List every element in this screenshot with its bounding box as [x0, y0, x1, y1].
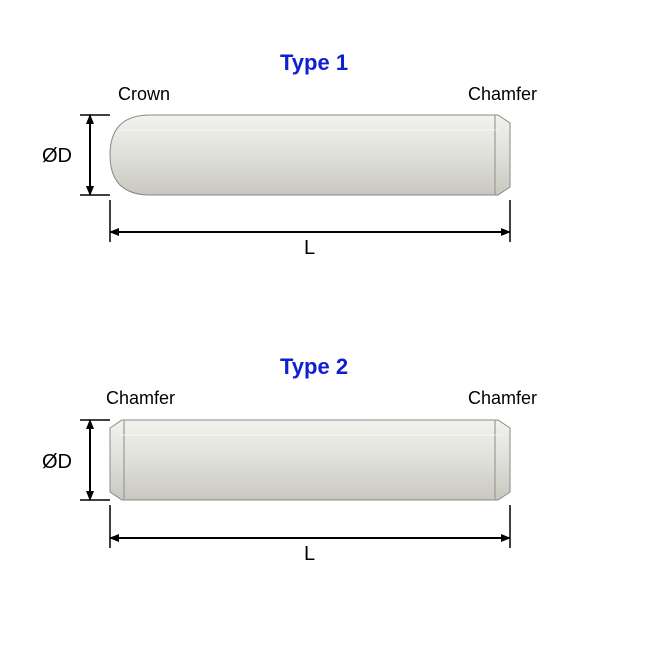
- diagram-svg: Type 1 Crown Chamfer ØD L Type 2 Chamfer…: [0, 0, 670, 670]
- type2-title: Type 2: [280, 354, 348, 379]
- diagram-container: Type 1 Crown Chamfer ØD L Type 2 Chamfer…: [0, 0, 670, 670]
- type2-pin-body: [110, 420, 510, 500]
- type1-d-symbol: ØD: [42, 145, 72, 167]
- type1-left-label: Crown: [118, 84, 170, 104]
- type2-l-symbol: L: [304, 543, 315, 565]
- type1-pin-body: [110, 115, 510, 195]
- type2-right-label: Chamfer: [468, 388, 537, 408]
- type2-left-label: Chamfer: [106, 388, 175, 408]
- type1-l-symbol: L: [304, 237, 315, 259]
- type1-right-label: Chamfer: [468, 84, 537, 104]
- type2-d-symbol: ØD: [42, 451, 72, 473]
- type1-title: Type 1: [280, 50, 348, 75]
